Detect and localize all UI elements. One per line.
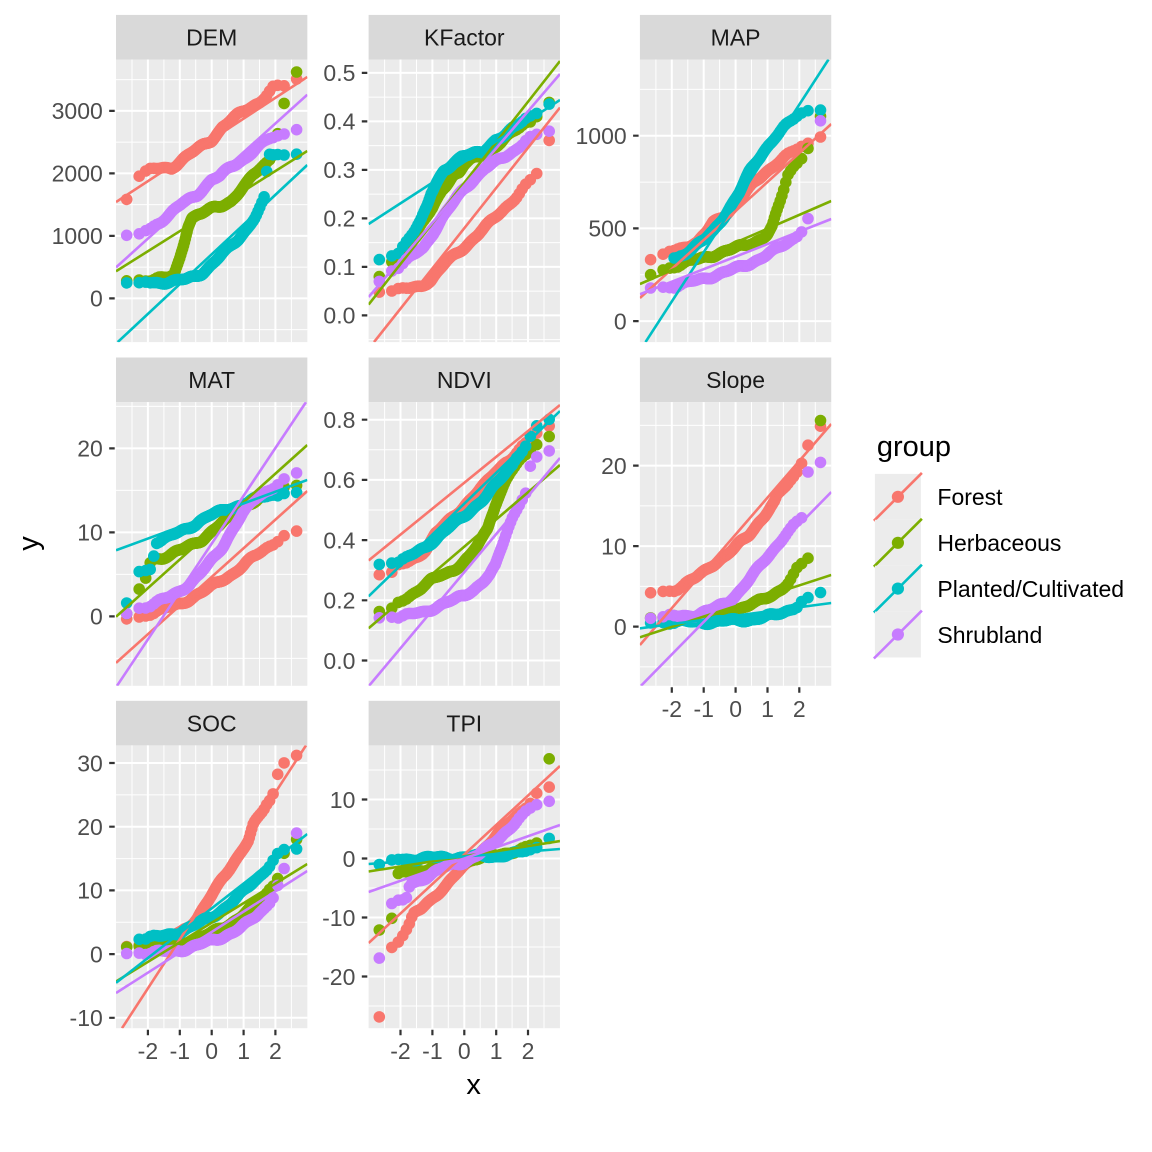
svg-text:0.0: 0.0 — [323, 648, 355, 674]
svg-text:20: 20 — [77, 436, 103, 462]
svg-text:0: 0 — [614, 308, 627, 334]
svg-text:0: 0 — [458, 1038, 471, 1064]
svg-text:10: 10 — [330, 787, 356, 813]
svg-text:NDVI: NDVI — [437, 367, 492, 393]
svg-text:0.2: 0.2 — [323, 206, 355, 232]
svg-text:10: 10 — [77, 878, 103, 904]
svg-text:-2: -2 — [390, 1038, 410, 1064]
svg-text:-20: -20 — [322, 964, 355, 990]
svg-text:0.5: 0.5 — [323, 60, 355, 86]
svg-text:30: 30 — [77, 750, 103, 776]
svg-text:KFactor: KFactor — [424, 25, 505, 51]
svg-text:MAT: MAT — [188, 367, 235, 393]
svg-text:2000: 2000 — [52, 161, 103, 187]
svg-text:-2: -2 — [662, 696, 682, 722]
svg-text:TPI: TPI — [446, 710, 482, 736]
svg-text:Herbaceous: Herbaceous — [937, 530, 1061, 556]
svg-text:2: 2 — [269, 1038, 282, 1064]
svg-text:0: 0 — [90, 286, 103, 312]
svg-text:-2: -2 — [138, 1038, 158, 1064]
svg-text:10: 10 — [601, 533, 627, 559]
svg-text:SOC: SOC — [187, 710, 237, 736]
svg-text:1: 1 — [490, 1038, 503, 1064]
svg-text:Slope: Slope — [706, 367, 765, 393]
svg-text:1: 1 — [761, 696, 774, 722]
svg-text:-10: -10 — [322, 905, 355, 931]
svg-text:0.4: 0.4 — [323, 109, 355, 135]
svg-text:20: 20 — [601, 453, 627, 479]
svg-text:Shrubland: Shrubland — [937, 622, 1042, 648]
svg-text:2: 2 — [522, 1038, 535, 1064]
svg-text:Planted/Cultivated: Planted/Cultivated — [937, 576, 1124, 602]
svg-text:MAP: MAP — [711, 25, 761, 51]
svg-text:0.8: 0.8 — [323, 407, 355, 433]
svg-text:0.3: 0.3 — [323, 157, 355, 183]
svg-text:DEM: DEM — [186, 25, 237, 51]
svg-text:0.1: 0.1 — [323, 254, 355, 280]
svg-text:2: 2 — [793, 696, 806, 722]
svg-text:y: y — [13, 536, 45, 551]
svg-text:0: 0 — [90, 941, 103, 967]
svg-text:3000: 3000 — [52, 98, 103, 124]
svg-text:0: 0 — [729, 696, 742, 722]
svg-text:500: 500 — [588, 216, 626, 242]
svg-text:1000: 1000 — [576, 123, 627, 149]
svg-text:-1: -1 — [170, 1038, 190, 1064]
svg-text:0.4: 0.4 — [323, 527, 355, 553]
svg-text:Forest: Forest — [937, 484, 1003, 510]
svg-text:0: 0 — [343, 846, 356, 872]
svg-text:20: 20 — [77, 814, 103, 840]
svg-text:0: 0 — [205, 1038, 218, 1064]
svg-text:0: 0 — [90, 604, 103, 630]
svg-text:10: 10 — [77, 520, 103, 546]
svg-text:-1: -1 — [693, 696, 713, 722]
svg-text:0.0: 0.0 — [323, 303, 355, 329]
svg-text:1000: 1000 — [52, 223, 103, 249]
svg-text:-10: -10 — [70, 1005, 103, 1031]
svg-text:x: x — [466, 1069, 481, 1101]
svg-text:1: 1 — [237, 1038, 250, 1064]
svg-text:0.6: 0.6 — [323, 467, 355, 493]
svg-text:group: group — [877, 431, 951, 463]
svg-text:-1: -1 — [422, 1038, 442, 1064]
svg-text:0.2: 0.2 — [323, 588, 355, 614]
svg-text:0: 0 — [614, 614, 627, 640]
